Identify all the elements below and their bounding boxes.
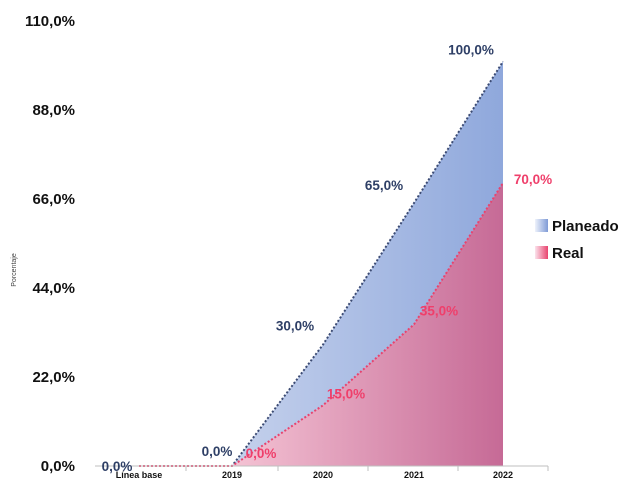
legend-label-planeado: Planeado: [552, 218, 619, 235]
x-tick-label: 2022: [493, 470, 513, 480]
legend-swatch-real: [535, 246, 548, 259]
y-tick-label: 110,0%: [25, 13, 75, 30]
y-tick-label: 22,0%: [32, 369, 75, 386]
y-tick-label: 66,0%: [32, 191, 75, 208]
data-label-real: 35,0%: [420, 303, 458, 318]
data-label-real: 15,0%: [327, 386, 365, 401]
y-axis-label: Porcentaje: [11, 253, 18, 287]
legend-item-real: Real: [535, 245, 584, 262]
y-axis-ticks: 0,0% 22,0% 44,0% 66,0% 88,0% 110,0%: [25, 13, 75, 475]
legend-item-planeado: Planeado: [535, 218, 619, 235]
plot-areas: [139, 61, 503, 467]
y-tick-label: 88,0%: [32, 102, 75, 119]
y-tick-label: 44,0%: [32, 280, 75, 297]
data-label-planeado: 30,0%: [276, 319, 314, 334]
x-tick-label: 2019: [222, 470, 242, 480]
data-label-planeado: 0,0%: [202, 444, 233, 459]
x-tick-label: 2020: [313, 470, 333, 480]
data-label-real: 70,0%: [514, 172, 552, 187]
data-label-planeado: 100,0%: [448, 42, 494, 57]
data-label-planeado: 65,0%: [365, 178, 403, 193]
data-label-real: 0,0%: [246, 446, 277, 461]
data-label-planeado: 0,0%: [102, 459, 133, 474]
y-tick-label: 0,0%: [41, 458, 75, 475]
legend-label-real: Real: [552, 245, 584, 262]
legend: Planeado Real: [535, 218, 619, 262]
x-axis: Línea base 2019 2020 2021 2022: [95, 465, 549, 480]
x-tick-label: 2021: [404, 470, 424, 480]
data-labels: 0,0% 0,0% 30,0% 65,0% 100,0% 0,0% 15,0% 35,0% 70…: [102, 42, 553, 474]
area-real: [139, 182, 503, 466]
x-tick-label: Línea base: [116, 470, 163, 480]
legend-swatch-planeado: [535, 219, 548, 232]
